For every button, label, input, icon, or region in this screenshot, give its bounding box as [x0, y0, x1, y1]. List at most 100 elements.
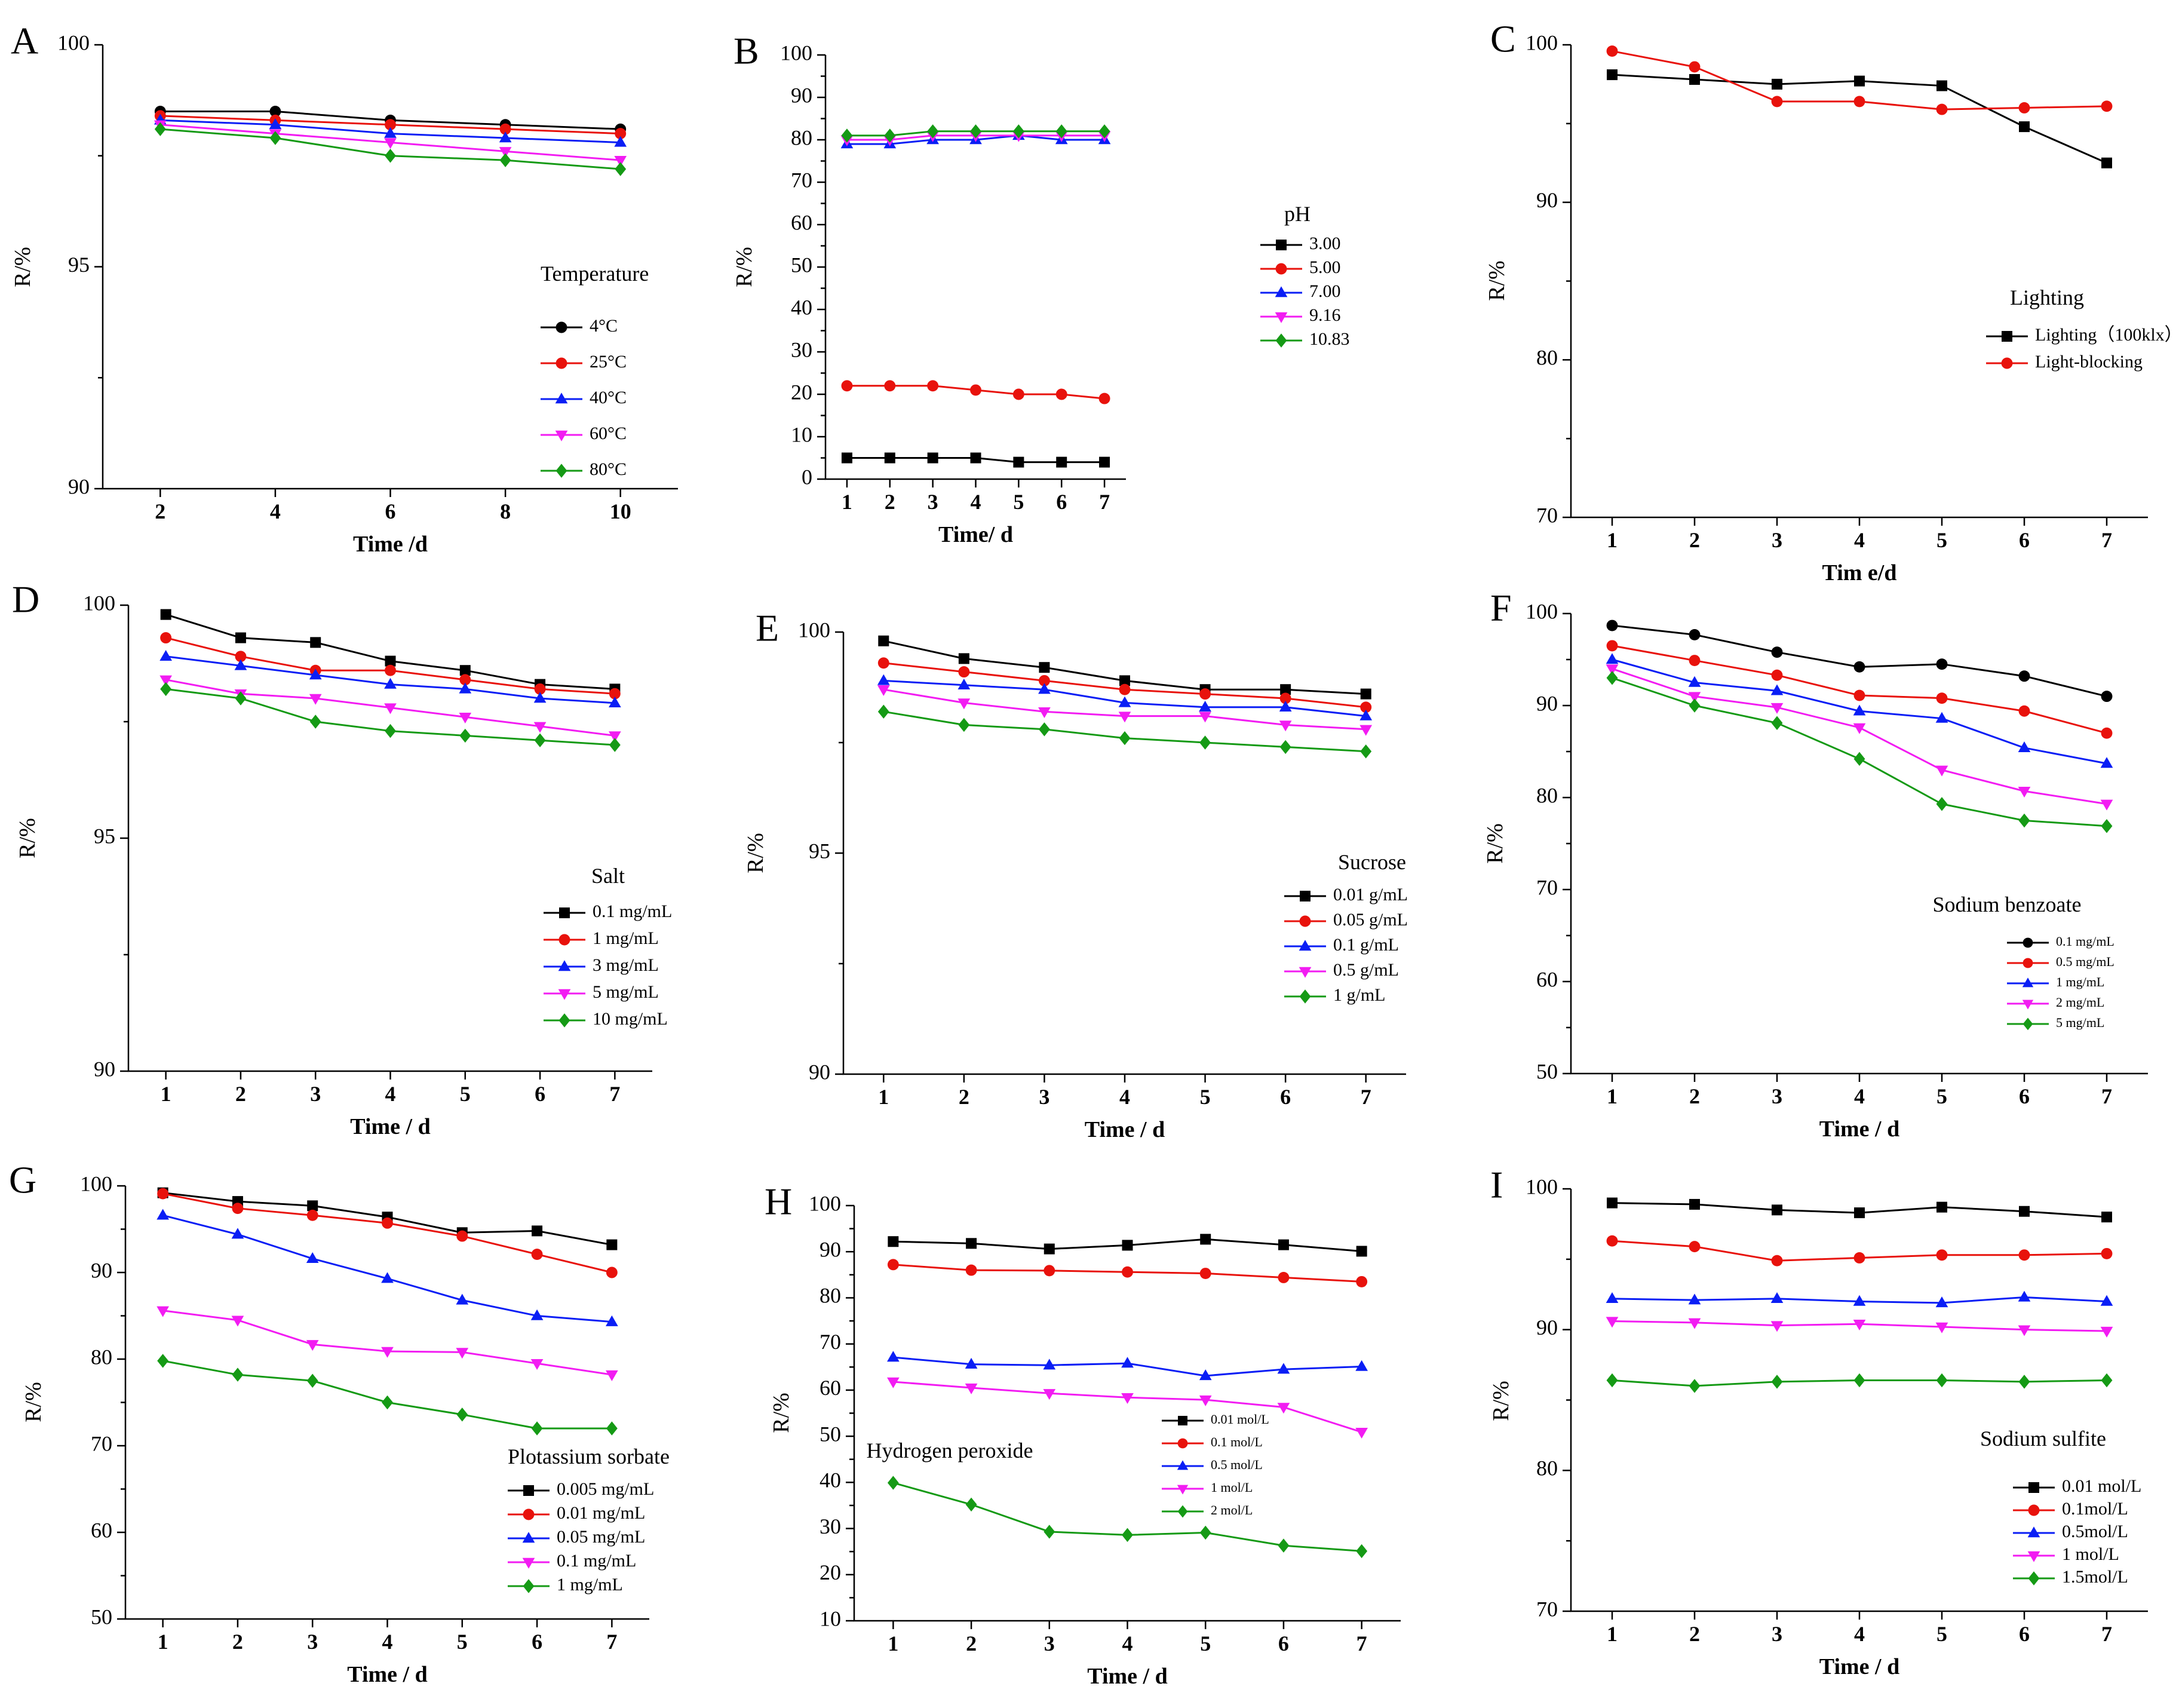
y-tick-label: 60: [791, 210, 812, 234]
chart-panel-d: D 90 95 100 1 2 3 4 5 6 7 Time / d R/% Salt 0.1 mg/mL 1…: [12, 578, 672, 1139]
data-point: [609, 697, 621, 707]
data-point: [1607, 69, 1618, 81]
data-point: [159, 675, 172, 686]
data-point: [1935, 712, 1948, 723]
x-tick-label: 5: [1200, 1085, 1211, 1109]
legend-entry-label: 10 mg/mL: [593, 1009, 668, 1029]
y-axis-label: R/%: [21, 1382, 46, 1422]
data-point: [384, 138, 397, 149]
legend-title: Sodium sulfite: [1980, 1427, 2106, 1451]
y-tick-label: 0: [802, 465, 812, 489]
panel-letter: F: [1490, 587, 1512, 629]
data-point: [2018, 1325, 2031, 1336]
data-point: [307, 1200, 318, 1212]
data-point: [1606, 620, 1618, 631]
data-point: [530, 1309, 544, 1320]
legend-marker: [523, 1508, 535, 1520]
data-point: [530, 1359, 544, 1370]
series-line: [1612, 645, 2107, 734]
x-tick-label: 2: [959, 1085, 969, 1109]
data-point: [1355, 1360, 1368, 1371]
x-axis-label: Time / d: [350, 1114, 430, 1139]
legend-marker: [558, 960, 571, 971]
x-tick-label: 4: [270, 499, 281, 523]
data-point: [927, 452, 938, 464]
data-point: [382, 1395, 393, 1410]
data-point: [841, 380, 853, 392]
series-line: [1612, 667, 2107, 805]
x-tick-label: 6: [532, 1630, 542, 1654]
data-point: [1038, 674, 1050, 686]
x-tick-label: 7: [1356, 1632, 1367, 1655]
y-tick-label: 70: [91, 1431, 112, 1455]
x-tick-label: 6: [535, 1082, 545, 1106]
x-tick-label: 3: [1772, 1084, 1782, 1108]
legend-title: pH: [1284, 202, 1311, 226]
data-point: [2019, 1206, 2030, 1217]
data-point: [1854, 1207, 1865, 1219]
data-point: [1853, 704, 1866, 716]
legend-entry-label: 3 mg/mL: [593, 955, 659, 975]
data-point: [1689, 1241, 1701, 1253]
panel-letter: D: [12, 578, 39, 621]
y-axis-label: R/%: [1484, 260, 1509, 301]
legend-marker: [523, 1579, 535, 1593]
data-point: [1606, 1292, 1619, 1304]
data-point: [1935, 1322, 1948, 1333]
legend-marker: [1299, 915, 1311, 927]
data-point: [459, 665, 471, 676]
y-tick-label: 100: [1526, 1175, 1558, 1198]
x-tick-label: 6: [2019, 1622, 2030, 1646]
data-point: [615, 128, 627, 140]
data-point: [157, 1188, 169, 1200]
data-point: [459, 674, 471, 686]
data-point: [1279, 692, 1291, 704]
data-point: [309, 694, 322, 705]
data-point: [1853, 1373, 1865, 1388]
x-axis-label: Time/ d: [938, 522, 1013, 547]
x-tick-label: 1: [888, 1632, 898, 1655]
x-tick-label: 4: [1122, 1632, 1133, 1655]
data-point: [888, 1236, 899, 1247]
data-point: [2101, 157, 2112, 168]
data-point: [2018, 1290, 2031, 1302]
legend-marker: [2023, 1017, 2033, 1031]
legend-entry-label: Light-blocking: [2035, 352, 2143, 372]
data-point: [1853, 661, 1865, 673]
x-tick-label: 3: [928, 490, 938, 514]
data-point: [1278, 1272, 1290, 1283]
data-point: [2018, 787, 2031, 798]
legend-marker: [2002, 331, 2012, 342]
legend-marker: [2022, 977, 2034, 988]
legend-entry-label: 1.5mol/L: [2062, 1567, 2128, 1587]
x-tick-label: 2: [155, 499, 165, 523]
data-point: [887, 1351, 900, 1362]
legend-entry-label: Lighting（100klx）: [2035, 325, 2179, 345]
panel-letter: G: [9, 1159, 36, 1201]
data-point: [841, 452, 852, 464]
y-tick-label: 100: [1526, 30, 1558, 54]
y-tick-label: 70: [820, 1330, 841, 1354]
data-point: [1606, 664, 1619, 676]
data-point: [531, 1249, 543, 1260]
data-point: [1098, 124, 1110, 139]
y-axis-label: R/%: [732, 247, 757, 287]
data-point: [2101, 100, 2113, 112]
data-point: [1688, 676, 1701, 687]
panel-letter: A: [11, 20, 38, 62]
panel-letter: C: [1490, 18, 1516, 60]
legend-marker: [1299, 967, 1312, 978]
data-point: [1119, 683, 1131, 695]
data-point: [1936, 80, 1947, 91]
x-tick-label: 6: [2019, 1084, 2030, 1108]
series-line: [162, 1214, 612, 1323]
data-point: [878, 635, 889, 646]
data-point: [456, 1293, 469, 1305]
data-point: [1936, 692, 1948, 704]
legend-marker: [558, 989, 571, 1000]
legend-title: Sucrose: [1338, 850, 1406, 874]
data-point: [1606, 671, 1618, 685]
legend-marker: [2023, 958, 2033, 968]
y-tick-label: 100: [83, 591, 115, 615]
data-point: [1038, 707, 1051, 718]
